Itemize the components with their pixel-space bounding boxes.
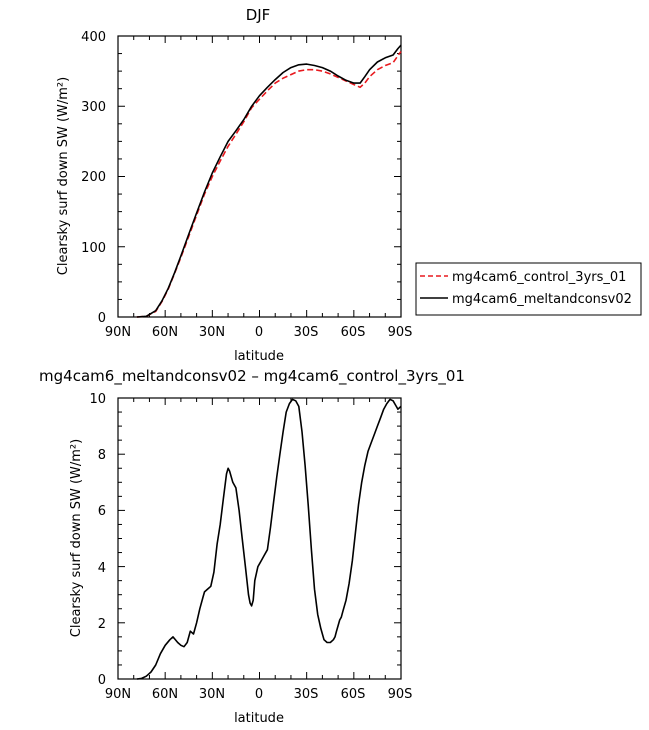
bottom-chart: mg4cam6_meltandconsv02 – mg4cam6_control… bbox=[39, 367, 465, 726]
top-y-tick-label-200: 200 bbox=[81, 170, 106, 185]
bottom-x-tick-label-60n: 60N bbox=[152, 687, 178, 702]
top-series-lines bbox=[136, 44, 402, 318]
bottom-x-tick-label-30s: 30S bbox=[294, 687, 319, 702]
bottom-series-line-0 bbox=[136, 398, 402, 680]
bottom-y-tick-label-10: 10 bbox=[89, 392, 106, 407]
top-series-line-0 bbox=[136, 51, 402, 318]
bottom-x-axis-label: latitude bbox=[234, 711, 284, 726]
bottom-y-axis-label: Clearsky surf down SW (W/m²) bbox=[69, 439, 84, 637]
top-x-tick-label-0: 0 bbox=[255, 325, 263, 340]
bottom-y-tick-label-2: 2 bbox=[98, 617, 106, 632]
bottom-y-tick-label-8: 8 bbox=[98, 448, 106, 463]
bottom-y-tick-label-6: 6 bbox=[98, 504, 106, 519]
top-chart-title: DJF bbox=[246, 6, 271, 24]
top-y-tick-label-300: 300 bbox=[81, 100, 106, 115]
bottom-x-tick-label-90s: 90S bbox=[388, 687, 413, 702]
top-x-tick-label-30n: 30N bbox=[199, 325, 225, 340]
top-x-axis-label: latitude bbox=[234, 349, 284, 364]
bottom-x-tick-label-60s: 60S bbox=[341, 687, 366, 702]
top-plot-frame bbox=[117, 35, 402, 318]
bottom-x-tick-label-90n: 90N bbox=[105, 687, 131, 702]
top-y-tick-label-100: 100 bbox=[81, 241, 106, 256]
top-x-tick-label-60n: 60N bbox=[152, 325, 178, 340]
legend: mg4cam6_control_3yrs_01 mg4cam6_meltandc… bbox=[415, 262, 642, 316]
top-y-tick-label-0: 0 bbox=[98, 311, 106, 326]
bottom-series-lines bbox=[136, 398, 402, 680]
top-x-tick-label-90s: 90S bbox=[388, 325, 413, 340]
top-ticks bbox=[117, 35, 402, 318]
top-x-tick-label-90n: 90N bbox=[105, 325, 131, 340]
top-x-tick-label-60s: 60S bbox=[341, 325, 366, 340]
legend-label-meltandconsv: mg4cam6_meltandconsv02 bbox=[452, 292, 632, 307]
top-series-line-1 bbox=[136, 44, 402, 318]
bottom-y-tick-label-0: 0 bbox=[98, 673, 106, 688]
top-y-axis-label: Clearsky surf down SW (W/m²) bbox=[56, 77, 71, 275]
top-y-tick-label-400: 400 bbox=[81, 30, 106, 45]
top-x-tick-label-30s: 30S bbox=[294, 325, 319, 340]
bottom-x-tick-label-0: 0 bbox=[255, 687, 263, 702]
bottom-plot-frame bbox=[117, 397, 402, 680]
legend-label-control: mg4cam6_control_3yrs_01 bbox=[452, 270, 626, 285]
bottom-ticks bbox=[117, 397, 402, 680]
legend-box bbox=[415, 262, 642, 316]
top-chart: DJF 90N 60N 30N 0 30S 60S 90S 0 100 200 … bbox=[56, 6, 642, 364]
bottom-chart-title: mg4cam6_meltandconsv02 – mg4cam6_control… bbox=[39, 367, 465, 386]
bottom-x-tick-label-30n: 30N bbox=[199, 687, 225, 702]
bottom-y-tick-label-4: 4 bbox=[98, 561, 106, 576]
